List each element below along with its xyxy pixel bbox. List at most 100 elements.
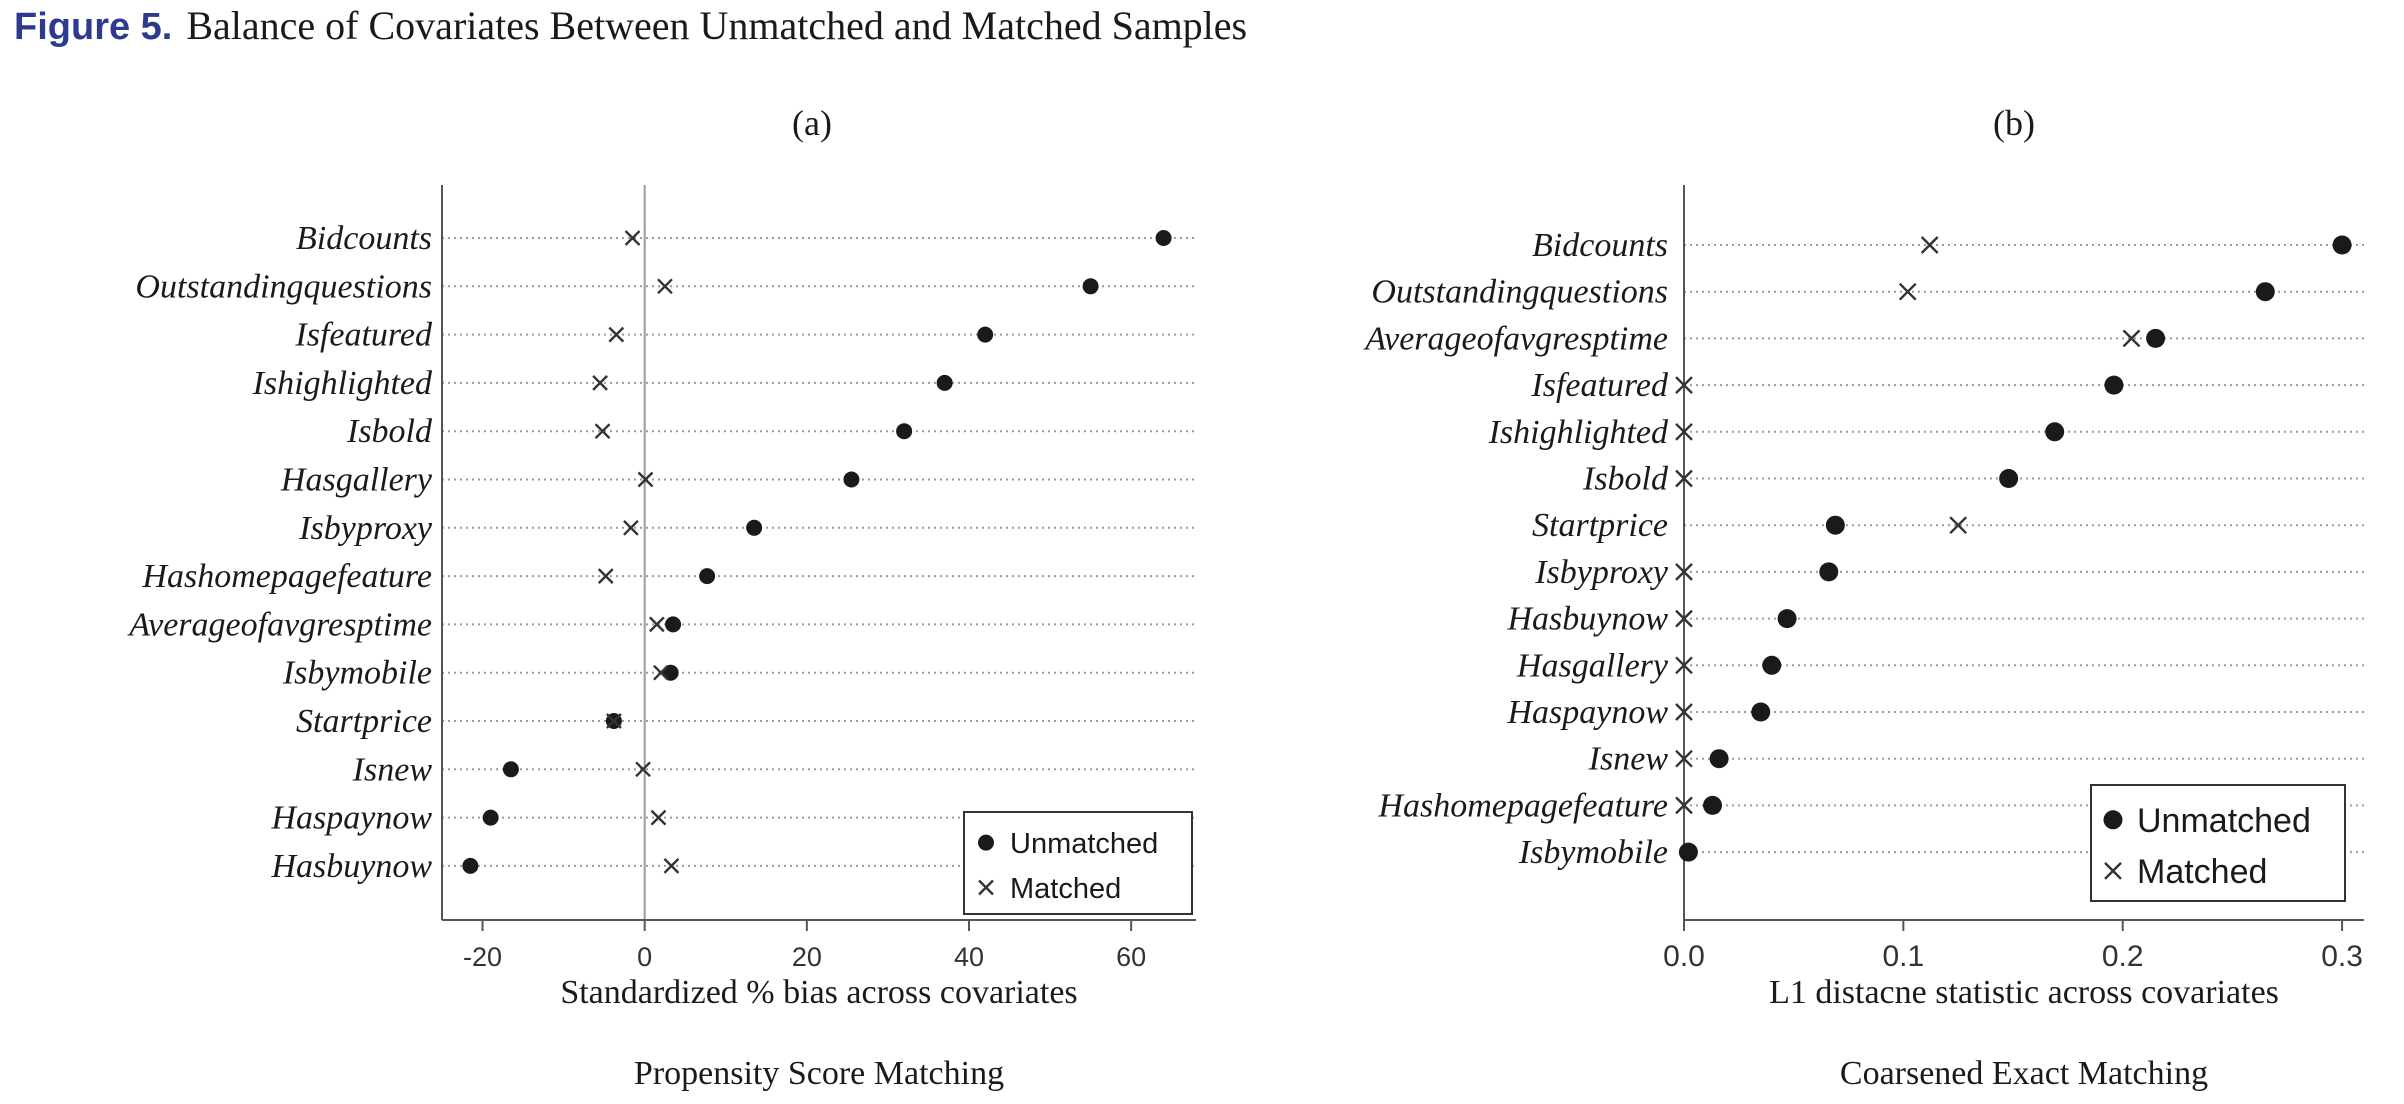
unmatched-point (662, 664, 679, 681)
x-axis-title: L1 distacne statistic across covariates (1769, 974, 2279, 1011)
legend-box (963, 811, 1193, 915)
panel-caption: Propensity Score Matching (634, 1055, 1004, 1092)
matched-point (1675, 469, 1693, 488)
legend-unmatched-marker (2103, 810, 2123, 830)
category-label: Hashomepagefeature (1377, 787, 1668, 824)
unmatched-point (1819, 562, 1839, 582)
category-label: Isbymobile (1518, 834, 1668, 871)
matched-point (1675, 796, 1693, 815)
unmatched-point (1825, 515, 1845, 535)
category-label: Isnew (1588, 741, 1669, 778)
matched-point (592, 375, 608, 391)
unmatched-point (1703, 795, 1723, 815)
matched-point (653, 664, 669, 681)
category-label: Hasgallery (1516, 647, 1669, 684)
x-tick-label: 20 (792, 942, 822, 972)
unmatched-point (936, 374, 953, 391)
matched-point (663, 858, 680, 874)
unmatched-point (1082, 278, 1099, 295)
x-axis-title: Standardized % bias across covariates (560, 974, 1077, 1011)
category-label: Bidcounts (296, 220, 432, 257)
x-tick-label: 0.2 (2102, 940, 2144, 973)
category-label: Averageofavgresptime (127, 606, 432, 643)
x-tick-label: 0.0 (1663, 940, 1705, 973)
unmatched-point (1751, 702, 1771, 722)
unmatched-point (699, 568, 716, 585)
matched-point (608, 326, 625, 343)
category-label: Hasgallery (280, 462, 433, 499)
figure-title: Balance of Covariates Between Unmatched … (186, 3, 1248, 48)
unmatched-point (2332, 235, 2352, 255)
category-label: Hashomepagefeature (141, 558, 432, 595)
unmatched-point (1762, 655, 1782, 675)
matched-point (1675, 749, 1693, 768)
matched-point (1675, 376, 1693, 394)
unmatched-point (746, 519, 763, 536)
legend-box (2090, 784, 2346, 902)
category-label: Hasbuynow (270, 848, 432, 885)
x-tick-label: 0.1 (1882, 940, 1924, 973)
unmatched-point (462, 857, 479, 874)
legend-matched-marker (2104, 861, 2122, 880)
category-label: Isbold (346, 413, 433, 450)
legend-unmatched-marker (978, 834, 994, 851)
legend-matched-marker (978, 879, 994, 896)
figure-label: Figure 5. (14, 6, 173, 48)
chart-legend: Unmatched Matched (963, 811, 1193, 915)
matched-point (1898, 282, 1917, 301)
category-label: Isfeatured (1530, 367, 1669, 404)
category-label: Isnew (352, 751, 433, 788)
category-label: Isbyproxy (1534, 554, 1669, 591)
figure-header: Figure 5. Balance of Covariates Between U… (14, 2, 1247, 49)
unmatched-point (1777, 609, 1797, 629)
chart-panel-b: (b) Bidcounts Outstandingquestions Averageo… (1363, 103, 2364, 1092)
x-tick-label: 60 (1116, 942, 1146, 972)
unmatched-point (2104, 375, 2124, 395)
x-tick-label: 40 (954, 942, 984, 972)
legend-matched-label: Matched (1010, 873, 1121, 905)
x-tick-label: 0.3 (2321, 940, 2363, 973)
matched-point (1675, 656, 1693, 675)
matched-point (1920, 236, 1939, 254)
x-tick-label: -20 (463, 942, 502, 972)
unmatched-point (843, 471, 860, 488)
unmatched-point (2146, 328, 2166, 348)
legend-unmatched-label: Unmatched (2137, 802, 2311, 840)
legend-unmatched-label: Unmatched (1010, 828, 1158, 860)
chart-panel-a: (a) Bidcounts Outstandingquestions Isfeatur… (127, 103, 1196, 1092)
unmatched-point (665, 616, 682, 633)
category-label: Isbyproxy (298, 510, 433, 547)
category-label: Hasbuynow (1506, 601, 1668, 638)
matched-point (623, 519, 639, 536)
category-label: Haspaynow (1506, 694, 1668, 731)
matched-point (635, 761, 651, 778)
matched-point (594, 423, 611, 440)
chart-legend: Unmatched Matched (2090, 784, 2346, 902)
category-label: Isbold (1582, 461, 1669, 498)
matched-point (1675, 609, 1693, 628)
matched-point (2122, 329, 2141, 348)
category-label: Ishighlighted (252, 365, 433, 402)
category-label: Haspaynow (270, 800, 432, 837)
panel-label: (a) (792, 103, 832, 143)
unmatched-point (1678, 842, 1698, 862)
unmatched-point (2045, 422, 2065, 442)
panel-caption: Coarsened Exact Matching (1840, 1055, 2208, 1092)
category-label: Isbymobile (282, 655, 432, 692)
category-label: Startprice (296, 703, 432, 740)
category-label: Isfeatured (294, 317, 433, 354)
category-label: Outstandingquestions (135, 268, 432, 305)
matched-point (1675, 563, 1693, 581)
matched-point (1675, 703, 1693, 721)
matched-point (597, 568, 614, 584)
category-label: Bidcounts (1532, 227, 1668, 264)
unmatched-point (1155, 230, 1172, 246)
matched-point (1949, 516, 1968, 535)
unmatched-point (977, 326, 994, 343)
category-label: Outstandingquestions (1371, 274, 1668, 311)
category-label: Averageofavgresptime (1363, 320, 1668, 357)
matched-point (657, 278, 673, 295)
unmatched-point (2255, 282, 2275, 302)
x-tick-label: 0 (637, 942, 652, 972)
